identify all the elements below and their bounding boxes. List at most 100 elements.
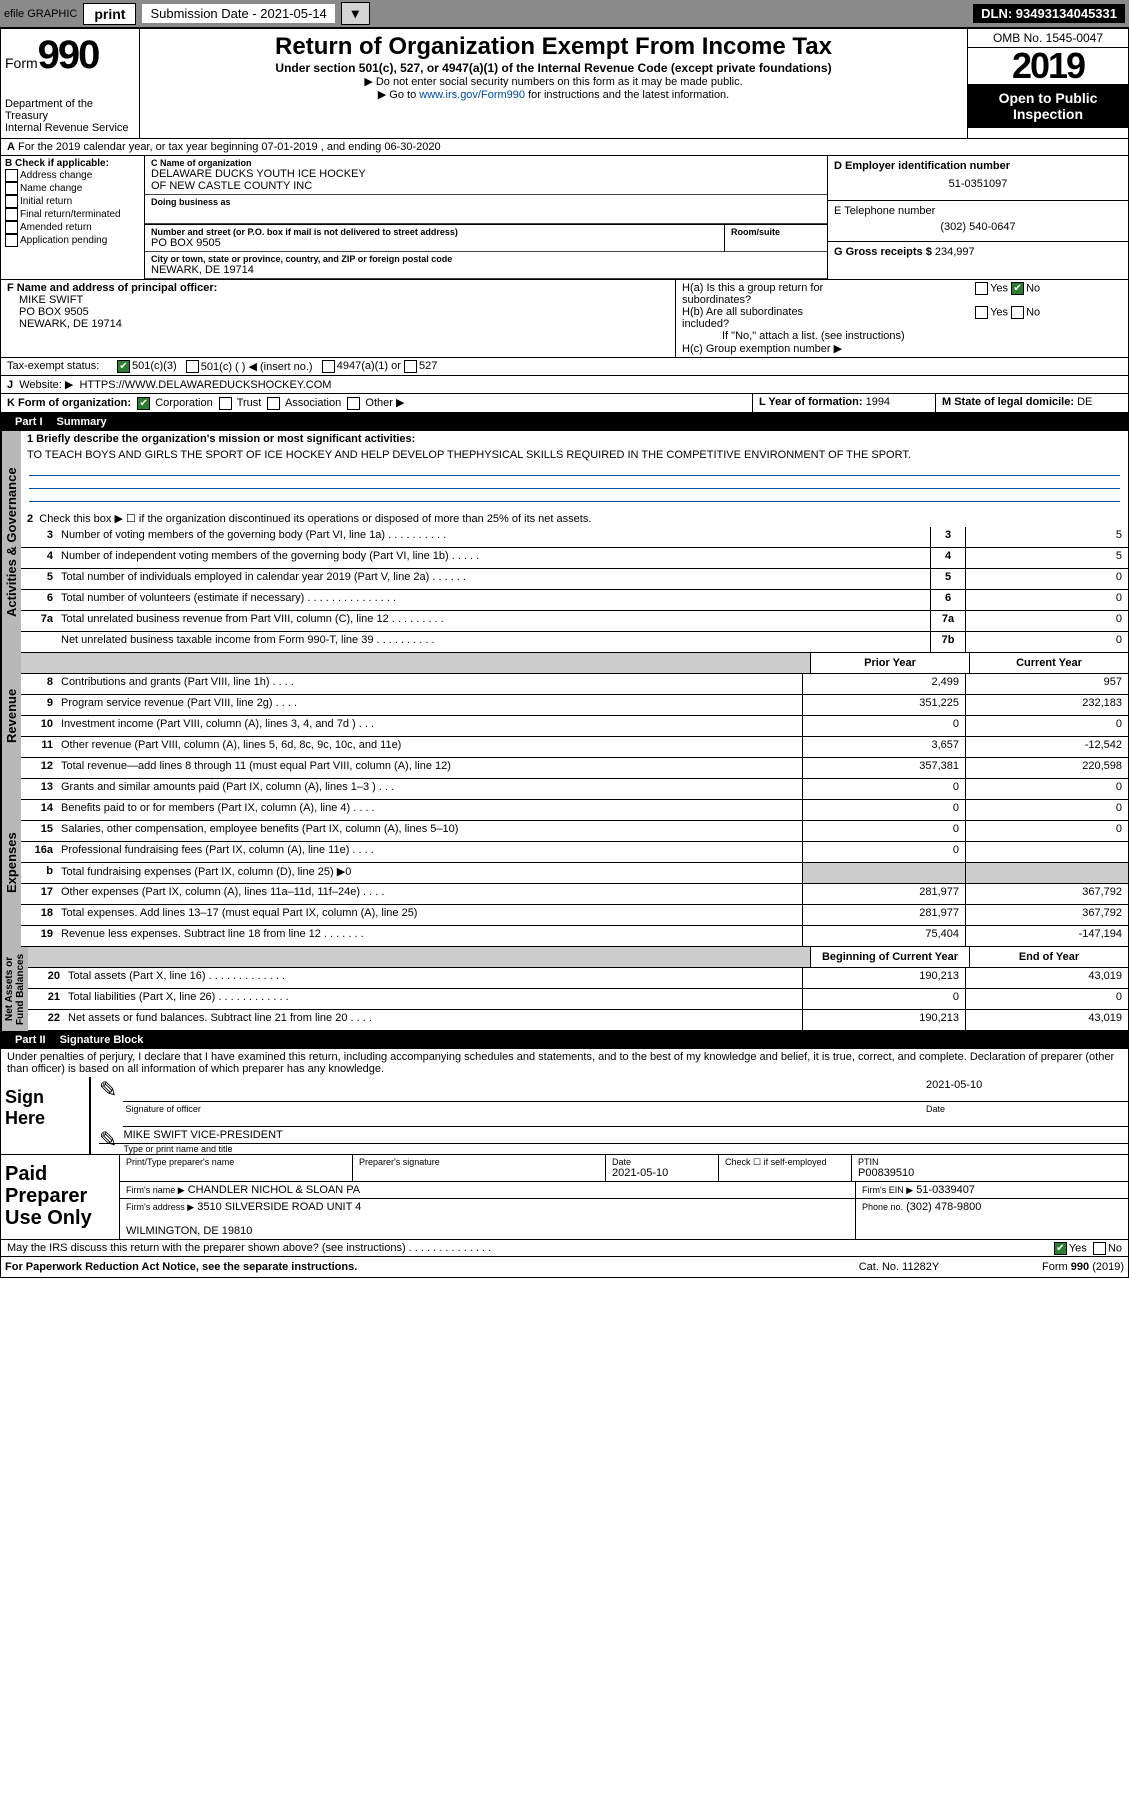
c-name-label: C Name of organization <box>151 158 821 168</box>
pen-icon-2: ✎ <box>99 1127 117 1153</box>
ein-value: 51-0351097 <box>834 172 1122 196</box>
form990-link[interactable]: www.irs.gov/Form990 <box>419 89 525 101</box>
line1-label: 1 Briefly describe the organization's mi… <box>27 433 415 445</box>
sub3-pre: ▶ Go to <box>378 89 419 101</box>
checkbox-other[interactable] <box>347 397 360 410</box>
mission-text: TO TEACH BOYS AND GIRLS THE SPORT OF ICE… <box>21 447 1128 463</box>
k-opt-0: Corporation <box>155 397 212 409</box>
k-opt-3: Other ▶ <box>365 397 404 409</box>
dropdown-button[interactable]: ▾ <box>341 2 370 25</box>
col-current-year: Current Year <box>969 653 1128 673</box>
org-name: DELAWARE DUCKS YOUTH ICE HOCKEY OF NEW C… <box>151 168 821 192</box>
i-opt-2: 4947(a)(1) or <box>337 360 401 373</box>
checkbox-name-change[interactable] <box>5 182 18 195</box>
checkbox-irs-yes[interactable] <box>1054 1242 1067 1255</box>
checkbox-4947[interactable] <box>322 360 335 373</box>
firm-name: CHANDLER NICHOL & SLOAN PA <box>188 1184 360 1196</box>
dln-label: DLN: 93493134045331 <box>973 4 1125 23</box>
submission-date: Submission Date - 2021-05-14 <box>142 4 334 23</box>
state-domicile: DE <box>1077 396 1092 408</box>
l-label: L Year of formation: <box>759 396 863 408</box>
i-opt-3: 527 <box>419 360 437 373</box>
m-label: M State of legal domicile: <box>942 396 1074 408</box>
b-opt-5: Application pending <box>20 235 107 246</box>
k-label: K Form of organization: <box>7 397 131 409</box>
i-label: Tax-exempt status: <box>7 360 117 373</box>
line-a: A For the 2019 calendar year, or tax yea… <box>1 139 1128 156</box>
side-activities: Activities & Governance <box>1 431 21 653</box>
firm-phone: (302) 478-9800 <box>906 1201 981 1213</box>
firm-ein-label: Firm's EIN ▶ <box>862 1185 913 1195</box>
dba-label: Doing business as <box>151 197 821 207</box>
part1-title: Summary <box>57 416 107 428</box>
firm-name-label: Firm's name ▶ <box>126 1185 185 1195</box>
prep-date-label: Date <box>612 1157 712 1167</box>
k-opt-1: Trust <box>237 397 262 409</box>
part2-num: Part II <box>9 1034 52 1046</box>
prep-name-label: Print/Type preparer's name <box>126 1157 346 1167</box>
phone-value: (302) 540-0647 <box>834 217 1122 237</box>
city-label: City or town, state or province, country… <box>151 254 821 264</box>
col-beginning-year: Beginning of Current Year <box>810 947 969 967</box>
d-label: D Employer identification number <box>834 160 1010 172</box>
tax-year: 2019 <box>968 48 1128 84</box>
sub3-post: for instructions and the latest informat… <box>525 89 729 101</box>
checkbox-hb-no[interactable] <box>1011 306 1024 319</box>
checkbox-initial-return[interactable] <box>5 195 18 208</box>
side-revenue: Revenue <box>1 653 21 779</box>
officer-name-label: Type or print name and title <box>99 1144 1128 1154</box>
checkbox-ha-no[interactable] <box>1011 282 1024 295</box>
h-note: If "No," attach a list. (see instruction… <box>682 330 1122 342</box>
officer-name: MIKE SWIFT VICE-PRESIDENT <box>99 1127 1128 1144</box>
subtitle-3: ▶ Go to www.irs.gov/Form990 for instruct… <box>144 88 963 101</box>
checkbox-trust[interactable] <box>219 397 232 410</box>
side-expenses: Expenses <box>1 779 21 947</box>
print-button[interactable]: print <box>83 3 136 25</box>
checkbox-corp[interactable] <box>137 397 150 410</box>
col-prior-year: Prior Year <box>810 653 969 673</box>
checkbox-final-return[interactable] <box>5 208 18 221</box>
checkbox-amended[interactable] <box>5 221 18 234</box>
i-opt-0: 501(c)(3) <box>132 360 177 373</box>
k-opt-2: Association <box>285 397 341 409</box>
checkbox-ha-yes[interactable] <box>975 282 988 295</box>
form-title: Return of Organization Exempt From Incom… <box>144 33 963 61</box>
checkbox-address-change[interactable] <box>5 169 18 182</box>
open-to-public: Open to Public Inspection <box>968 84 1128 128</box>
checkbox-527[interactable] <box>404 360 417 373</box>
checkbox-501c[interactable] <box>186 360 199 373</box>
part2-title: Signature Block <box>60 1034 144 1046</box>
self-employed-label: Check ☐ if self-employed <box>725 1157 845 1168</box>
i-opt-1: 501(c) ( ) ◀ (insert no.) <box>201 360 313 373</box>
e-label: E Telephone number <box>834 205 935 217</box>
ptin-value: P00839510 <box>858 1167 1122 1179</box>
toolbar: efile GRAPHIC print Submission Date - 20… <box>0 0 1129 28</box>
dept-label: Department of the Treasury Internal Reve… <box>5 98 135 134</box>
city-value: NEWARK, DE 19714 <box>151 264 821 276</box>
checkbox-app-pending[interactable] <box>5 234 18 247</box>
declaration-text: Under penalties of perjury, I declare th… <box>1 1049 1128 1077</box>
pen-icon: ✎ <box>99 1077 117 1103</box>
sign-here-label: Sign Here <box>1 1077 89 1154</box>
efile-label: efile GRAPHIC <box>4 8 77 20</box>
checkbox-irs-no[interactable] <box>1093 1242 1106 1255</box>
form-word: Form <box>5 55 38 71</box>
b-opt-4: Amended return <box>20 222 92 233</box>
checkbox-501c3[interactable] <box>117 360 130 373</box>
irs-question: May the IRS discuss this return with the… <box>7 1242 491 1254</box>
f-label: F Name and address of principal officer: <box>7 282 217 294</box>
b-opt-2: Initial return <box>20 196 72 207</box>
firm-ein: 51-0339407 <box>916 1184 975 1196</box>
g-label: G Gross receipts $ <box>834 246 932 258</box>
sig-date: 2021-05-10 <box>924 1077 1128 1101</box>
b-opt-0: Address change <box>20 170 92 181</box>
b-opt-3: Final return/terminated <box>20 209 121 220</box>
firm-phone-label: Phone no. <box>862 1202 903 1212</box>
side-net-assets: Net Assets or Fund Balances <box>1 947 28 1031</box>
form-990: Form990 Department of the Treasury Inter… <box>0 28 1129 1278</box>
no-label: No <box>1108 1242 1122 1254</box>
h-c-label: H(c) Group exemption number ▶ <box>682 342 1122 355</box>
checkbox-assoc[interactable] <box>267 397 280 410</box>
addr-label: Number and street (or P.O. box if mail i… <box>151 227 718 237</box>
checkbox-hb-yes[interactable] <box>975 306 988 319</box>
